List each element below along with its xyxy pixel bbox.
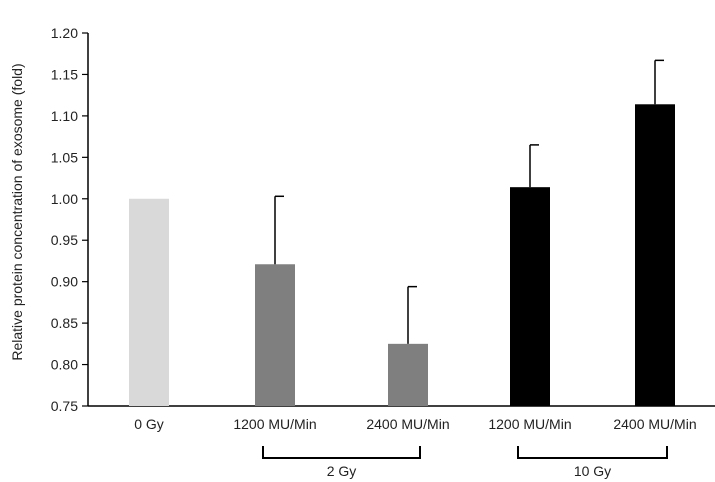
y-tick-label: 1.05 bbox=[51, 149, 78, 165]
y-tick-label: 0.75 bbox=[51, 398, 78, 414]
group-label: 10 Gy bbox=[574, 463, 611, 479]
y-tick-label: 1.10 bbox=[51, 108, 78, 124]
bar bbox=[129, 198, 169, 406]
y-tick-label: 1.15 bbox=[51, 66, 78, 82]
bar bbox=[255, 264, 295, 406]
bar bbox=[388, 343, 428, 406]
y-tick-label: 0.80 bbox=[51, 357, 78, 373]
y-tick-label: 0.95 bbox=[51, 232, 78, 248]
x-category-label: 0 Gy bbox=[134, 416, 164, 432]
y-axis: 0.75 0.80 0.85 0.90 0.95 1.00 1.05 1.10 1.15 1.20 bbox=[51, 25, 89, 414]
y-tick-label: 1.20 bbox=[51, 25, 78, 41]
x-category-label: 1200 MU/Min bbox=[233, 416, 316, 432]
bar bbox=[510, 187, 550, 406]
y-axis-title: Relative protein concentration of exosom… bbox=[9, 63, 25, 360]
bar bbox=[635, 104, 675, 406]
y-tick-label: 1.00 bbox=[51, 191, 78, 207]
group-bracket bbox=[517, 446, 668, 459]
x-category-label: 1200 MU/Min bbox=[488, 416, 571, 432]
bars: 0 Gy 1200 MU/Min 2400 MU/Min 1200 MU/Min 240… bbox=[129, 59, 697, 432]
group-brackets: 2 Gy 10 Gy bbox=[262, 446, 668, 479]
x-category-label: 2400 MU/Min bbox=[613, 416, 696, 432]
group-bracket bbox=[262, 446, 421, 459]
x-category-label: 2400 MU/Min bbox=[366, 416, 449, 432]
y-tick-label: 0.90 bbox=[51, 274, 78, 290]
group-label: 2 Gy bbox=[327, 463, 357, 479]
y-tick-label: 0.85 bbox=[51, 315, 78, 331]
